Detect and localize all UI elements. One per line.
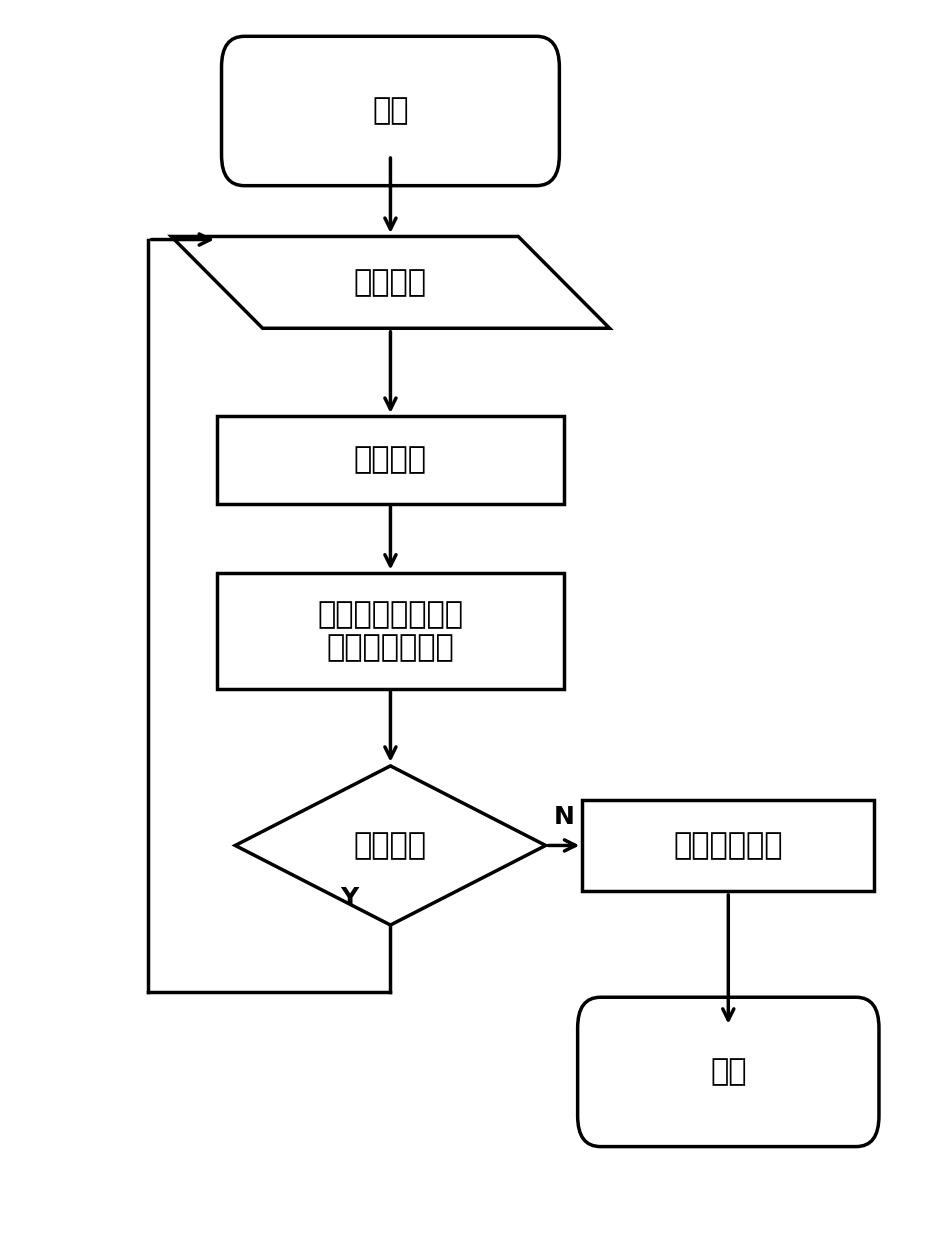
FancyBboxPatch shape <box>578 998 879 1146</box>
Text: 电缆线尺寸检测、
图像处理与辨识: 电缆线尺寸检测、 图像处理与辨识 <box>317 600 464 662</box>
Polygon shape <box>171 236 610 328</box>
Bar <box>582 800 874 891</box>
FancyBboxPatch shape <box>222 36 559 186</box>
Text: Y: Y <box>340 886 359 910</box>
Polygon shape <box>235 766 546 925</box>
Text: 矫正畚变: 矫正畚变 <box>354 446 427 474</box>
Text: 结束: 结束 <box>710 1057 746 1087</box>
Bar <box>217 416 564 504</box>
Text: 是否合格: 是否合格 <box>354 831 427 860</box>
Text: 开始: 开始 <box>373 97 409 125</box>
Text: 采集图像: 采集图像 <box>354 267 427 297</box>
Text: N: N <box>553 805 575 829</box>
Bar <box>217 573 564 690</box>
Text: 标记电缆给线: 标记电缆给线 <box>674 831 783 860</box>
